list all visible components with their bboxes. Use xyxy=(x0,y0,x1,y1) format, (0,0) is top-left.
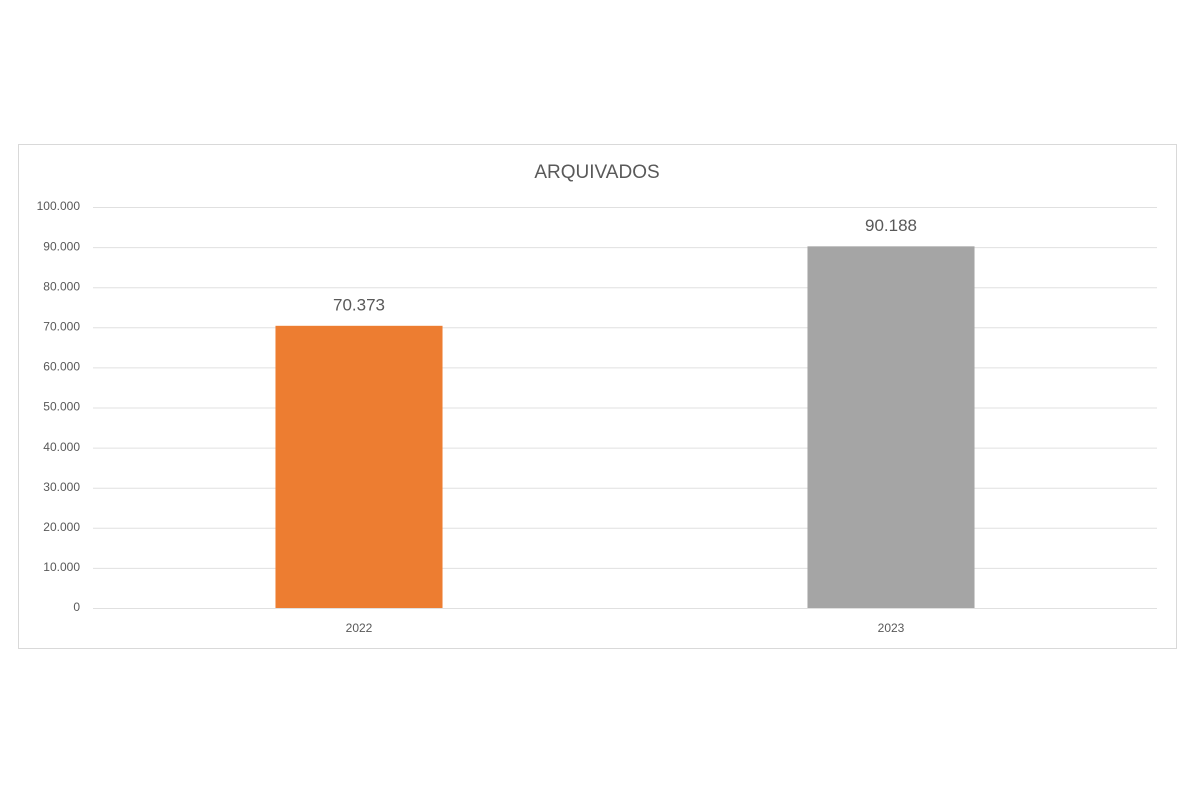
y-tick-label: 70.000 xyxy=(43,319,80,333)
y-tick-label: 0 xyxy=(73,600,80,614)
x-tick-label: 2023 xyxy=(878,621,905,635)
y-tick-label: 10.000 xyxy=(43,560,80,574)
y-tick-label: 60.000 xyxy=(43,360,80,374)
bar xyxy=(275,325,443,608)
data-label: 70.373 xyxy=(333,295,385,314)
chart-title: ARQUIVADOS xyxy=(534,162,659,183)
y-tick-label: 30.000 xyxy=(43,480,80,494)
y-tick-label: 90.000 xyxy=(43,239,80,253)
y-tick-label: 40.000 xyxy=(43,440,80,454)
y-tick-label: 20.000 xyxy=(43,520,80,534)
x-tick-label: 2022 xyxy=(346,621,373,635)
bar xyxy=(807,246,975,608)
data-label: 90.188 xyxy=(865,216,917,235)
y-tick-label: 80.000 xyxy=(43,279,80,293)
y-tick-label: 50.000 xyxy=(43,400,80,414)
y-tick-label: 100.000 xyxy=(37,199,81,213)
chart-frame xyxy=(18,144,1177,649)
